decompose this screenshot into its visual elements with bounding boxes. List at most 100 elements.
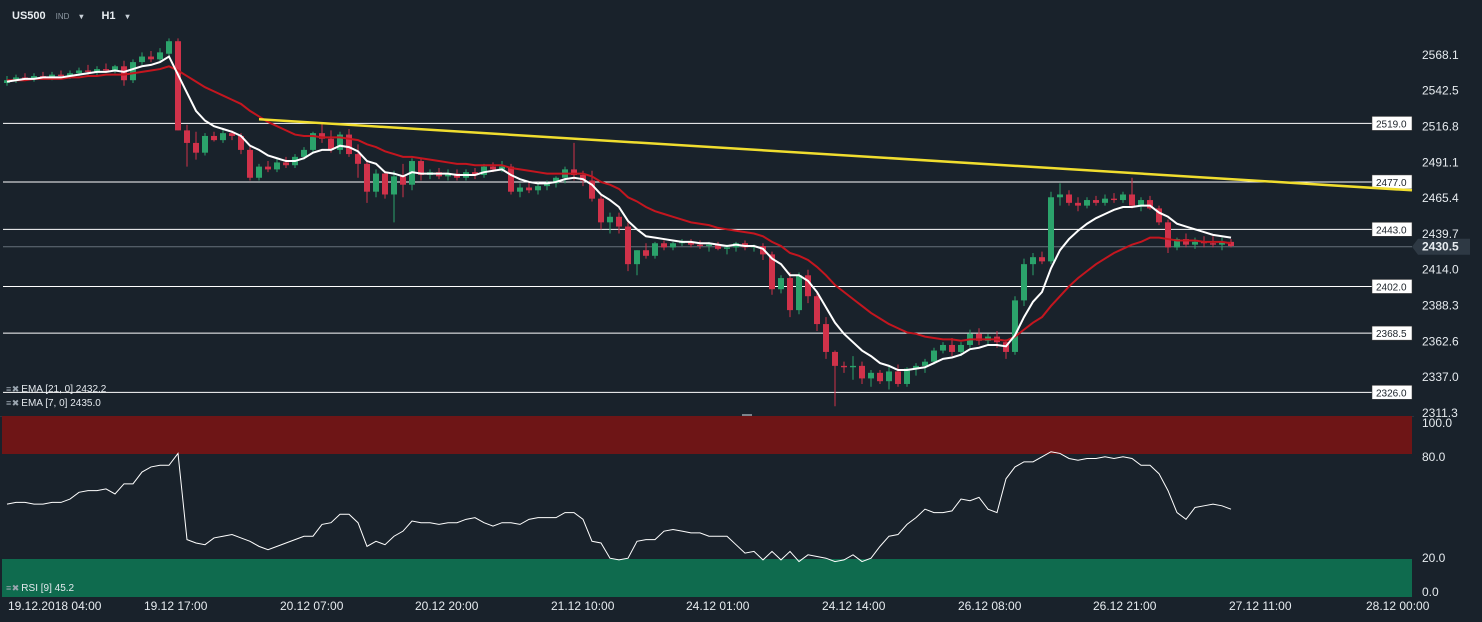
candle-body — [1174, 239, 1180, 248]
candle-body — [508, 166, 514, 192]
candle-body — [247, 149, 253, 178]
instrument-header: US500 IND ▾ H1 ▾ — [12, 10, 130, 22]
candle-body — [481, 166, 487, 175]
candle-body — [193, 142, 199, 153]
candle-body — [1120, 194, 1126, 201]
candle-body — [661, 243, 667, 248]
candle-body — [697, 244, 703, 247]
rsi-axis-tick: 20.0 — [1422, 551, 1446, 565]
candle-body — [355, 154, 361, 164]
legend-ema7-label: EMA [7, 0] 2435.0 — [21, 398, 101, 409]
candle-body — [382, 173, 388, 195]
candle-body — [1210, 243, 1216, 245]
market-label: IND — [55, 11, 70, 21]
candle-body — [886, 371, 892, 382]
candle-body — [373, 173, 379, 192]
candle-body — [346, 134, 352, 155]
candle-body — [328, 138, 334, 150]
candle-body — [58, 74, 64, 77]
candle-body — [1012, 300, 1018, 352]
level-label-box — [1371, 325, 1413, 341]
price-axis-tick: 2491.1 — [1422, 155, 1459, 169]
time-axis-tick: 24.12 14:00 — [822, 599, 886, 613]
rsi-oversold-zone — [2, 559, 1412, 597]
candle-body — [301, 149, 307, 157]
price-axis-tick: 2568.1 — [1422, 48, 1459, 62]
level-label: 2443.0 — [1376, 225, 1407, 236]
candle-body — [634, 250, 640, 265]
indicator-settings-icon[interactable]: ≡ ✖ — [6, 583, 19, 593]
legend-ema21[interactable]: ≡ ✖ EMA [21, 0] 2432.2 — [6, 384, 106, 395]
candle-body — [499, 166, 505, 170]
candle-body — [850, 365, 856, 368]
candle-body — [535, 186, 541, 191]
price-axis-tick: 2465.4 — [1422, 191, 1459, 205]
time-axis-tick: 20.12 20:00 — [415, 599, 479, 613]
candle-body — [823, 324, 829, 352]
time-axis-tick: 28.12 00:00 — [1366, 599, 1430, 613]
candle-body — [274, 162, 280, 170]
candle-body — [472, 172, 478, 175]
candle-body — [859, 365, 865, 379]
legend-ema7[interactable]: ≡ ✖ EMA [7, 0] 2435.0 — [6, 398, 101, 409]
candle-body — [841, 365, 847, 368]
candle-body — [1039, 257, 1045, 262]
level-label: 2402.0 — [1376, 282, 1407, 293]
legend-ema21-label: EMA [21, 0] 2432.2 — [21, 384, 107, 395]
price-axis-tick: 2337.0 — [1422, 370, 1459, 384]
level-label-box — [1371, 279, 1413, 294]
indicator-settings-icon[interactable]: ≡ ✖ — [6, 384, 19, 394]
candle-body — [787, 278, 793, 311]
legend-rsi[interactable]: ≡ ✖ RSI [9] 45.2 — [6, 583, 74, 594]
candle-body — [265, 166, 271, 170]
candle-body — [517, 187, 523, 192]
price-axis-tick: 2362.6 — [1422, 334, 1459, 348]
candle-body — [130, 62, 136, 81]
candle-body — [904, 368, 910, 384]
candle-body — [688, 241, 694, 245]
candle-body — [1066, 194, 1072, 203]
price-axis-tick: 2439.7 — [1422, 227, 1459, 241]
trend-line — [258, 117, 1413, 192]
candle-body — [814, 296, 820, 325]
candle-body — [490, 166, 496, 170]
candle-body — [49, 74, 55, 78]
candle-body — [796, 275, 802, 311]
candle-body — [400, 176, 406, 185]
candle-body — [418, 161, 424, 175]
candle-body — [1156, 208, 1162, 223]
time-axis-tick: 19.12 17:00 — [144, 599, 208, 613]
rsi-line — [6, 451, 1232, 563]
time-axis-tick: 21.12 10:00 — [551, 599, 615, 613]
indicator-settings-icon[interactable]: ≡ ✖ — [6, 398, 19, 408]
candle-body — [805, 275, 811, 297]
rsi-axis-tick: 80.0 — [1422, 450, 1446, 464]
candle-body — [1111, 198, 1117, 201]
candle-body — [1147, 200, 1153, 209]
price-axis-tick: 2311.3 — [1422, 406, 1458, 420]
time-axis-tick: 26.12 21:00 — [1093, 599, 1157, 613]
candle-body — [607, 216, 613, 223]
candle-body — [94, 69, 100, 72]
candle-body — [949, 344, 955, 352]
candle-body — [256, 166, 262, 178]
symbol-selector[interactable]: US500 — [12, 10, 46, 22]
current-price-tag — [1412, 238, 1470, 255]
candle-body — [922, 361, 928, 366]
candle-body — [1138, 200, 1144, 206]
candle-body — [670, 243, 676, 248]
timeframe-dropdown-icon[interactable]: ▾ — [125, 11, 130, 21]
candle-body — [157, 52, 163, 60]
candle-body — [868, 372, 874, 379]
price-axis-tick: 2414.0 — [1422, 263, 1459, 277]
time-axis-tick: 19.12.2018 04:00 — [8, 599, 102, 613]
candle-body — [1102, 198, 1108, 203]
candle-body — [553, 177, 559, 184]
level-label-box — [1371, 385, 1413, 400]
candle-body — [310, 133, 316, 150]
timeframe-selector[interactable]: H1 — [101, 10, 116, 22]
candle-body — [202, 135, 208, 153]
market-dropdown-icon[interactable]: ▾ — [79, 11, 84, 21]
candle-body — [391, 176, 397, 195]
